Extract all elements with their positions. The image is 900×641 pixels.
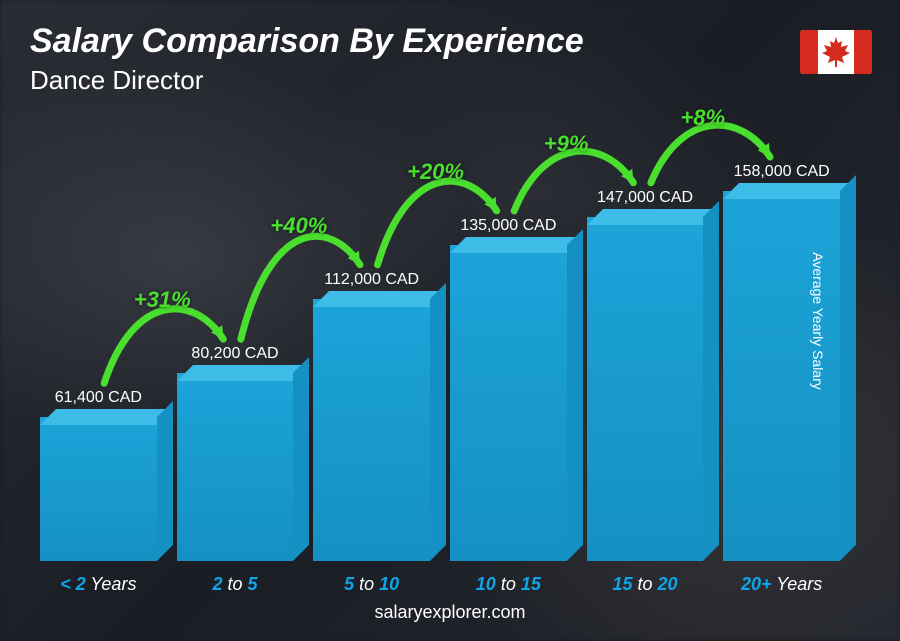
maple-leaf-icon (822, 37, 850, 67)
category-label: 5 to 10 (344, 574, 399, 595)
percentage-increase-label: +8% (680, 105, 725, 131)
header: Salary Comparison By Experience Dance Di… (30, 22, 584, 96)
increase-arrow: +8% (40, 121, 840, 561)
category-label: 2 to 5 (212, 574, 257, 595)
page-title: Salary Comparison By Experience (30, 22, 584, 61)
bar-chart: 61,400 CAD< 2 Years80,200 CAD2 to 5112,0… (40, 121, 840, 561)
category-label: 15 to 20 (612, 574, 677, 595)
category-label: 10 to 15 (476, 574, 541, 595)
footer-credit: salaryexplorer.com (374, 602, 525, 623)
canada-flag-icon (800, 30, 872, 74)
category-label: 20+ Years (741, 574, 822, 595)
page-subtitle: Dance Director (30, 65, 584, 96)
y-axis-label: Average Yearly Salary (809, 252, 825, 390)
category-label: < 2 Years (60, 574, 136, 595)
